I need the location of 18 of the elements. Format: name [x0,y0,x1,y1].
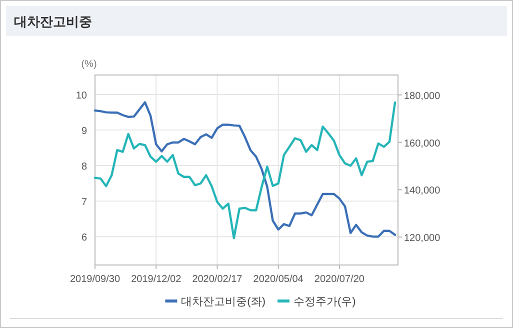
y-tick-label: 8 [81,162,88,173]
x-tick-label: 2020/07/20 [314,274,365,285]
y-tick-label: 6 [81,232,88,244]
x-tick-label: 2019/12/02 [131,274,182,285]
x-tick-label: 2019/09/30 [70,274,120,285]
y2-tick-label: 140,000 [404,186,441,197]
y-axis-title: (%) [81,59,97,70]
y2-tick-label: 120,000 [404,233,441,244]
x-tick-label: 2020/02/17 [192,274,243,285]
y2-tick-label: 180,000 [404,90,441,102]
chart-title: 대차잔고비중 [14,14,92,29]
legend-label: 수정주가(우) [294,296,356,308]
legend-label: 대차잔고비중(좌) [181,296,266,308]
y-tick-label: 10 [76,90,88,102]
y-tick-label: 9 [81,126,88,138]
x-tick-label: 2020/05/04 [253,274,304,285]
y-tick-label: 7 [81,197,88,208]
y2-tick-label: 160,000 [404,138,441,150]
